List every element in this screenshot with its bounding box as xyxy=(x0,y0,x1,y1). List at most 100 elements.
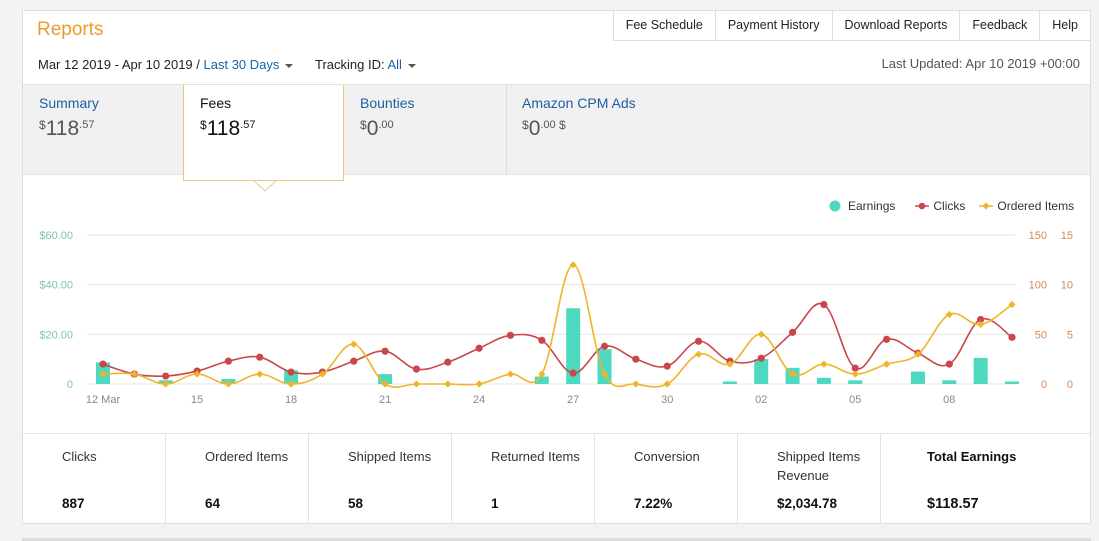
earnings-bar xyxy=(816,377,831,384)
value-int: 118 xyxy=(45,117,80,140)
ordered-items-point xyxy=(538,370,546,378)
clicks-point xyxy=(694,337,703,345)
x-tick-label: 21 xyxy=(379,394,391,406)
earnings-bars xyxy=(96,308,1019,384)
earnings-bar xyxy=(597,349,612,384)
stat-value: $118.57 xyxy=(927,496,979,512)
tab-amazon-cpm-ads[interactable]: Amazon CPM Ads $0.00 $ xyxy=(506,85,706,175)
y2-tick-label: 50 xyxy=(1035,329,1047,341)
range-preset-label[interactable]: Last 30 Days xyxy=(203,57,280,72)
top-links: Fee Schedule Payment History Download Re… xyxy=(612,10,1091,41)
ordered-items-point xyxy=(600,370,609,378)
value-int: 0 xyxy=(366,117,379,140)
stat-value: 7.22% xyxy=(634,496,673,511)
earnings-bar xyxy=(754,359,769,384)
legend-clicks[interactable]: Clicks xyxy=(915,199,965,213)
ordered-items-point xyxy=(851,370,859,378)
clicks-point xyxy=(883,335,891,343)
clicks-point xyxy=(600,342,609,350)
x-tick-label: 30 xyxy=(661,394,673,406)
stat-returned-items: Returned Items 1 xyxy=(452,434,595,524)
tab-summary[interactable]: Summary $118.57 xyxy=(23,85,183,175)
ordered-items-point xyxy=(788,370,797,378)
tab-value: $118.57 xyxy=(39,117,167,141)
tab-bounties[interactable]: Bounties $0.00 xyxy=(344,85,506,175)
currency-symbol: $ xyxy=(39,118,46,132)
stat-value: 64 xyxy=(205,496,221,511)
earnings-bar xyxy=(378,374,393,384)
stat-label: Shipped Items Revenue xyxy=(777,449,861,483)
payment-history-link[interactable]: Payment History xyxy=(714,10,832,41)
legend-ordered-items[interactable]: Ordered Items xyxy=(979,199,1074,213)
ordered-items-line xyxy=(102,263,1013,388)
legend-label[interactable]: Ordered Items xyxy=(997,199,1075,213)
page-title: Reports xyxy=(37,19,104,40)
chevron-down-icon[interactable] xyxy=(285,63,294,68)
value-suffix: $ xyxy=(555,118,566,132)
earnings-bar xyxy=(534,376,549,384)
ordered-items-point xyxy=(350,340,358,348)
stat-value: 58 xyxy=(348,496,364,511)
tracking-label: Tracking ID: xyxy=(315,57,385,72)
currency-symbol: $ xyxy=(200,118,207,132)
clicks-point xyxy=(663,362,671,370)
x-tick-label: 15 xyxy=(191,394,203,406)
value-dec: .00 xyxy=(378,119,394,131)
legend-label[interactable]: Earnings xyxy=(848,199,896,213)
ordered-items-point xyxy=(162,380,170,388)
chevron-down-icon[interactable] xyxy=(407,63,416,68)
tab-label[interactable]: Amazon CPM Ads xyxy=(522,95,636,111)
clicks-point xyxy=(99,360,107,368)
stat-shipped-items: Shipped Items 58 xyxy=(309,434,452,524)
ordered-items-point xyxy=(444,380,452,388)
earnings-bar xyxy=(848,380,863,384)
y2-tick-label: 0 xyxy=(1041,379,1047,391)
dot-line-icon xyxy=(915,202,930,210)
ordered-items-point xyxy=(757,330,765,338)
y-tick-label: $60.00 xyxy=(39,230,73,242)
x-tick-label: 05 xyxy=(849,394,861,406)
tracking-value[interactable]: All xyxy=(387,57,402,72)
clicks-point xyxy=(287,368,295,376)
value-int: 118 xyxy=(206,117,241,140)
feedback-link[interactable]: Feedback xyxy=(959,10,1040,41)
tab-divider xyxy=(506,85,507,175)
ordered-items-point xyxy=(193,370,201,378)
clicks-point xyxy=(538,336,546,344)
fee-schedule-link[interactable]: Fee Schedule xyxy=(612,10,715,41)
clicks-point xyxy=(851,364,859,372)
stat-ordered-items: Ordered Items 64 xyxy=(166,434,309,524)
value-dec: .57 xyxy=(79,119,95,131)
tracking-id-dropdown[interactable]: All xyxy=(388,57,416,72)
tab-label[interactable]: Fees xyxy=(200,95,232,111)
clicks-point xyxy=(224,357,232,365)
ordered-items-point xyxy=(914,350,922,358)
ordered-items-point xyxy=(1008,300,1016,309)
help-link[interactable]: Help xyxy=(1039,10,1091,41)
clicks-point xyxy=(381,347,389,355)
y-tick-label: 0 xyxy=(67,379,73,391)
stat-label: Total Earnings xyxy=(927,449,1017,464)
bottom-divider xyxy=(22,538,1091,541)
tab-fees[interactable]: Fees $118.57 xyxy=(183,85,344,181)
x-tick-label: 18 xyxy=(285,394,297,406)
range-preset-dropdown[interactable]: Last 30 Days xyxy=(204,57,294,72)
legend-label[interactable]: Clicks xyxy=(933,199,966,213)
ordered-items-point xyxy=(287,380,295,388)
stat-label: Returned Items xyxy=(491,449,580,464)
legend-earnings[interactable]: Earnings xyxy=(829,199,895,213)
ordered-items-point xyxy=(820,360,828,368)
clicks-point xyxy=(569,369,577,377)
clicks-point xyxy=(977,315,985,324)
tab-label[interactable]: Bounties xyxy=(360,95,415,111)
circle-icon xyxy=(829,200,841,212)
tab-label[interactable]: Summary xyxy=(39,95,99,111)
download-reports-link[interactable]: Download Reports xyxy=(831,10,960,41)
stat-label: Conversion xyxy=(634,449,700,464)
chart-legend: Earnings Clicks Ordered Items xyxy=(829,199,1074,213)
currency-symbol: $ xyxy=(360,118,367,132)
stat-shipped-items-revenue: Shipped Items Revenue $2,034.78 xyxy=(738,434,881,524)
clicks-point xyxy=(444,358,452,366)
chart-grid xyxy=(87,234,1015,385)
